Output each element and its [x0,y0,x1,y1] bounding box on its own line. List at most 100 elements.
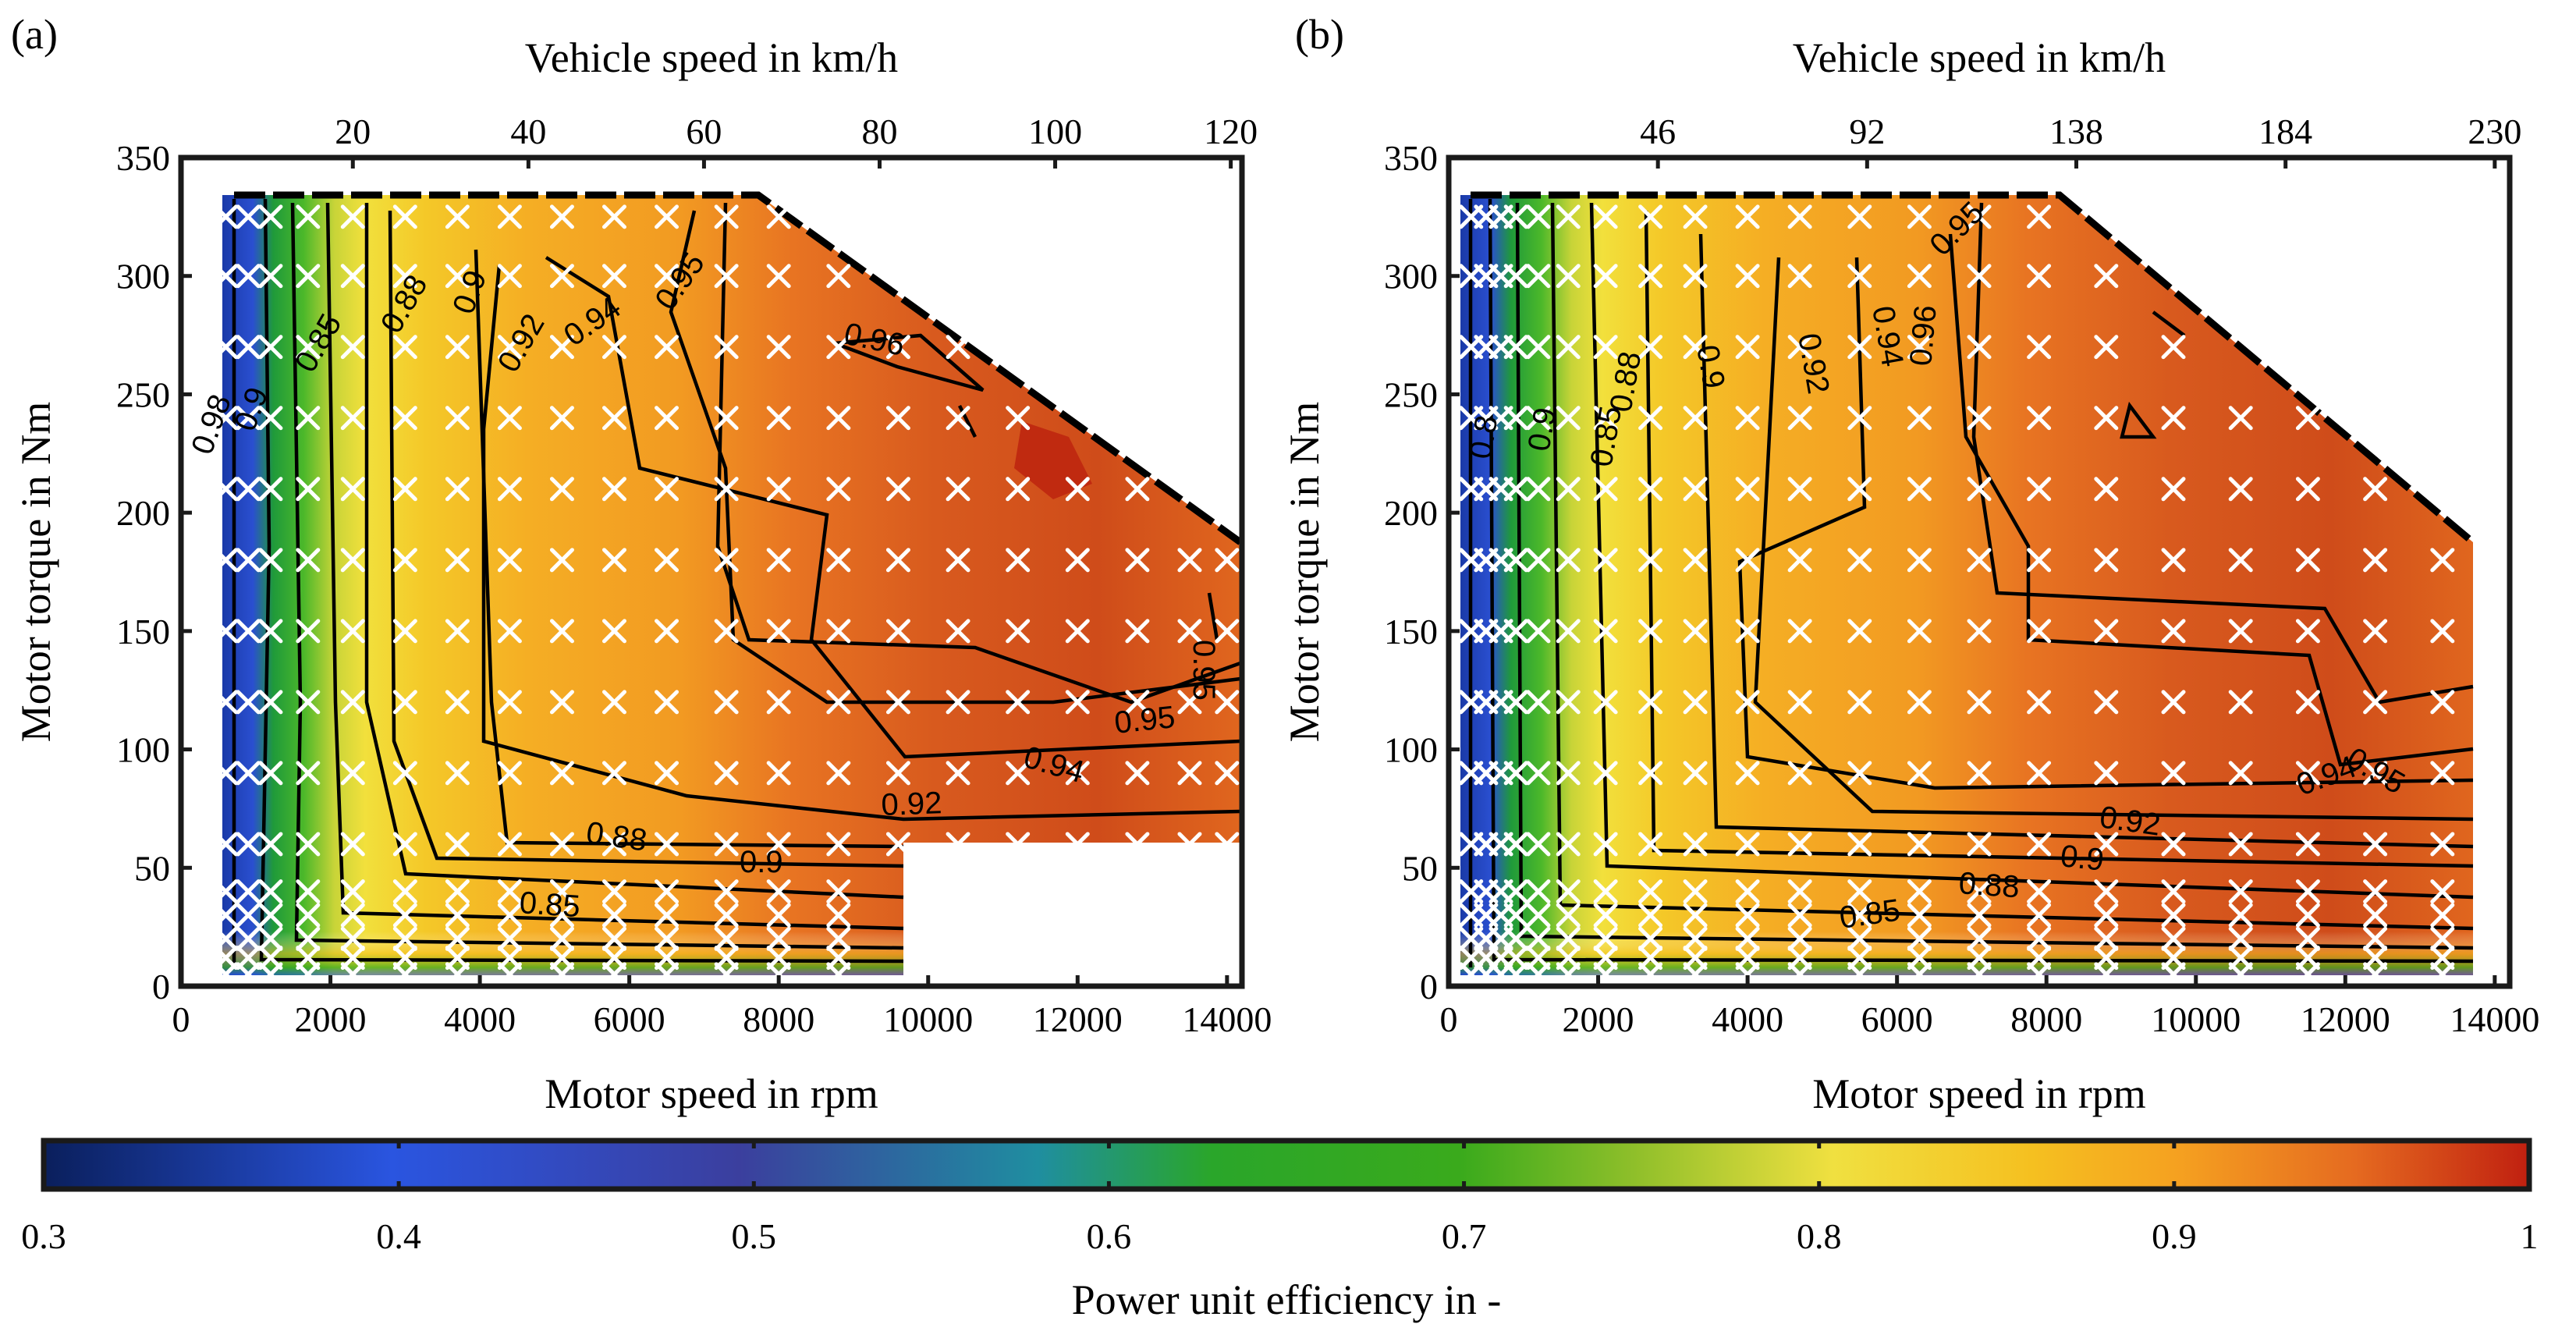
measurement-point [1638,926,1663,951]
panel-a-measurement-points [213,204,1240,987]
measurement-point [1593,264,1618,289]
panel-b-contour-line [1971,202,2474,705]
measurement-point [2094,962,2119,987]
measurement-point [1907,406,1932,431]
measurement-point [2161,879,2186,904]
measurement-point [1638,946,1663,971]
measurement-point [1847,548,1872,573]
measurement-point [1526,548,1551,573]
measurement-point [1638,879,1663,904]
measurement-point [1683,619,1708,644]
measurement-point [213,926,238,951]
measurement-point [2430,903,2455,928]
measurement-point [1847,832,1872,857]
measurement-point [236,406,261,431]
measurement-point [1967,335,1992,360]
measurement-point [2228,962,2253,987]
measurement-point [296,406,321,431]
measurement-point [2094,926,2119,951]
measurement-point [714,832,739,857]
measurement-point [549,962,574,987]
measurement-point [2295,619,2320,644]
measurement-point [296,926,321,951]
measurement-point [1526,264,1551,289]
measurement-point [1177,548,1202,573]
measurement-point [258,946,283,971]
measurement-point [1556,406,1581,431]
measurement-point [1526,335,1551,360]
measurement-point [1503,264,1528,289]
measurement-point [445,903,470,928]
measurement-point [296,335,321,360]
measurement-point [1638,204,1663,229]
measurement-point [2363,690,2388,715]
measurement-point [2228,761,2253,786]
panel-b-x2-label: Vehicle speed in km/h [1793,34,2166,81]
measurement-point [1503,903,1528,928]
measurement-point [296,832,321,857]
measurement-point [1683,903,1708,928]
x-tick-label: 10000 [2151,999,2241,1039]
measurement-point [258,879,283,904]
measurement-point [2363,761,2388,786]
measurement-point [1787,204,1812,229]
panel-a-y-tick-labels: 0 50 100 150 200 250 300 350 [116,138,170,1006]
measurement-point [2161,477,2186,502]
measurement-point [2228,406,2253,431]
measurement-point [826,879,851,904]
measurement-point [549,903,574,928]
measurement-point [1847,690,1872,715]
measurement-point [2027,264,2052,289]
measurement-point [714,548,739,573]
measurement-point [1907,946,1932,971]
y-tick-label: 50 [1402,848,1438,888]
measurement-point [766,335,791,360]
measurement-point [1556,926,1581,951]
measurement-point [258,962,283,987]
measurement-point [1593,204,1618,229]
measurement-point [2094,619,2119,644]
measurement-point [1065,619,1090,644]
panel-b-contour-line [1753,257,2474,822]
measurement-point [826,962,851,987]
measurement-point [1967,926,1992,951]
measurement-point [766,946,791,971]
measurement-point [1907,690,1932,715]
measurement-point [1847,264,1872,289]
measurement-point [766,264,791,289]
measurement-point [497,619,522,644]
measurement-point [2295,761,2320,786]
measurement-point [213,962,238,987]
measurement-point [1967,761,1992,786]
measurement-point [1907,879,1932,904]
measurement-point [655,946,679,971]
measurement-point [766,619,791,644]
measurement-point [766,548,791,573]
colorbar-tick-label: 0.7 [1442,1216,1487,1256]
measurement-point [766,832,791,857]
measurement-point [392,619,417,644]
measurement-point [1967,548,1992,573]
measurement-point [445,690,470,715]
measurement-point [885,548,910,573]
measurement-point [826,946,851,971]
colorbar-tick-label: 0.4 [376,1216,421,1256]
x-tick-label: 12000 [2301,999,2390,1039]
measurement-point [714,335,739,360]
measurement-point [213,406,238,431]
panel-b-ticks [1446,155,2497,988]
measurement-point [826,406,851,431]
y-tick-label: 0 [1420,967,1438,1006]
measurement-point [1526,204,1551,229]
measurement-point [296,946,321,971]
measurement-point [1006,548,1031,573]
measurement-point [236,962,261,987]
measurement-point [601,335,626,360]
measurement-point [1967,406,1992,431]
measurement-point [236,761,261,786]
measurement-point [1503,879,1528,904]
measurement-point [296,690,321,715]
measurement-point [1638,477,1663,502]
measurement-point [2430,946,2455,971]
panel-a-x2-label: Vehicle speed in km/h [525,34,898,81]
